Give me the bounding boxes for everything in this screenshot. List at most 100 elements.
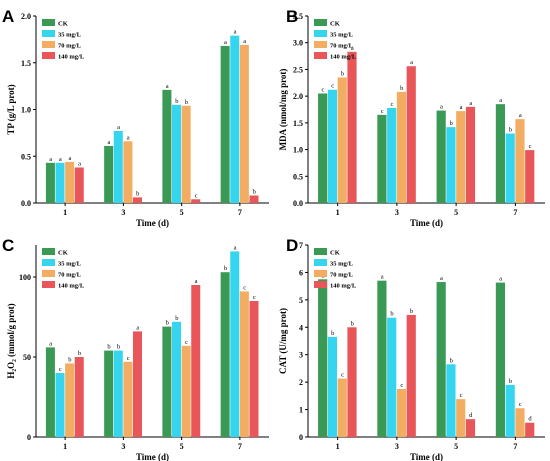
panel-c-sig-label: b (107, 344, 110, 351)
panel-b-legend-swatch (314, 52, 327, 59)
panel-c-sig-label: b (166, 320, 169, 327)
panel-d-x-tick-label: 7 (513, 442, 517, 451)
panel-c-legend-swatch (42, 281, 55, 288)
panel-d-bar (505, 384, 515, 437)
panel-d-sig-label: b (331, 330, 334, 337)
panel-b-sig-label: c (331, 83, 334, 90)
panel-a-bar (230, 35, 240, 203)
panel-a-sig-label: a (166, 83, 169, 90)
panel-d-bar (337, 378, 347, 437)
panel-b-x-tick-label: 1 (336, 208, 340, 217)
panel-b-y-label: MDA (nmol/mg prot) (278, 69, 288, 151)
panel-b-bar (337, 77, 347, 203)
panel-b-x-tick-label: 3 (395, 208, 399, 217)
panel-c-legend-label: 35 mg/L (58, 261, 82, 268)
panel-c-bar (65, 363, 75, 437)
panel-d-bar (318, 279, 328, 437)
panel-d-y-tick-label: 7 (299, 241, 303, 250)
panel-c-y-tick-label: 0 (27, 433, 31, 442)
panel-a-sig-label: a (224, 39, 227, 46)
panel-a-sig-label: b (136, 190, 139, 197)
panel-d-x-label: Time (d) (410, 452, 443, 461)
panel-a-sig-label: b (175, 98, 178, 105)
panel-a-legend-swatch (42, 41, 55, 48)
panel-a-sig-label: a (108, 139, 111, 146)
panel-b-sig-label: b (509, 127, 512, 134)
panel-c-sig-label: b (117, 344, 120, 351)
panel-b-bar (436, 110, 446, 203)
panel-b-letter: B (286, 7, 298, 26)
panel-d-legend-label: 70 mg/L (330, 272, 354, 279)
panel-c-legend-swatch (42, 270, 55, 277)
panel-d-sig-label: d (469, 412, 473, 419)
panel-d-sig-label: c (460, 392, 463, 399)
panel-a-sig-label: a (78, 160, 81, 167)
panel-a-bar (132, 197, 142, 203)
panel-d-sig-label: c (400, 382, 403, 389)
panel-d-sig-label: b (450, 357, 453, 364)
panel-d-legend-label: 35 mg/L (330, 261, 354, 268)
panel-d-sig-label: c (341, 372, 344, 379)
panel-c-bar (123, 361, 133, 437)
panel-a-bar (239, 44, 249, 203)
panel-b-bar (318, 93, 328, 203)
panel-b-legend-swatch (314, 19, 327, 26)
panel-b-y-tick-label: 3.0 (293, 39, 303, 48)
panel-a-sig-label: b (185, 99, 188, 106)
panel-a-x-tick-label: 7 (238, 208, 242, 217)
panel-a-sig-label: a (117, 124, 120, 131)
panel-c-bar (74, 357, 84, 437)
panel-c-legend-label: 70 mg/L (58, 272, 82, 279)
panel-c-legend-swatch (42, 248, 55, 255)
panel-d-sig-label: b (509, 378, 512, 385)
panel-a-sig-label: a (234, 29, 237, 36)
panel-a-sig-label: a (59, 156, 62, 163)
panel-d-y-tick-label: 6 (299, 268, 303, 277)
panel-b-legend-label: 140 mg/L (330, 54, 357, 61)
panel-b-x-tick-label: 7 (513, 208, 517, 217)
panel-d-letter: D (286, 236, 298, 255)
panel-c-x-tick-label: 3 (121, 442, 125, 451)
panel-c-sig-label: b (224, 265, 227, 272)
panel-c-letter: C (2, 236, 14, 255)
panel-b-bar (505, 133, 515, 203)
panel-d-legend-swatch (314, 248, 327, 255)
panel-c-legend-label: CK (58, 250, 68, 257)
panel-b-sig-label: a (460, 104, 463, 111)
panel-c-sig-label: c (127, 355, 130, 362)
panel-b-bar (495, 104, 505, 203)
panel-d-bar (327, 336, 338, 437)
panel-c-x-label: Time (d) (136, 452, 169, 461)
panel-b-sig-label: a (351, 45, 354, 52)
panel-d-sig-label: b (390, 311, 393, 318)
panel-b-bar (456, 111, 466, 203)
panel-c-legend-swatch (42, 259, 55, 266)
panel-c-bar (249, 301, 259, 437)
panel-d-y-tick-label: 5 (299, 296, 303, 305)
panel-d-bar (495, 282, 505, 437)
panel-c-y-tick-label: 100 (19, 273, 31, 282)
panel-c-bar (220, 272, 230, 437)
panel-a-bar (162, 89, 172, 203)
panel-a-bar (55, 162, 65, 203)
panel-a-y-tick-label: 0.0 (21, 199, 31, 208)
panel-c-bar (104, 350, 114, 437)
panel-b-legend-label: CK (330, 21, 340, 28)
panel-c-bar (132, 331, 142, 437)
panel-a-sig-label: a (68, 155, 71, 162)
panel-b-sig-label: b (450, 120, 453, 127)
panel-c-bar (239, 291, 249, 437)
panel-a-bar (113, 131, 123, 203)
panel-a-y-tick-label: 1.0 (21, 106, 31, 115)
panel-b-bar (396, 91, 407, 203)
panel-d-bar (525, 422, 535, 437)
panel-a-bar (249, 195, 259, 203)
panel-b-bar (515, 119, 525, 203)
panel-b-sig-label: a (519, 112, 522, 119)
panel-d-y-tick-label: 0 (299, 433, 303, 442)
panel-c-legend-label: 140 mg/L (58, 283, 85, 290)
panel-b-sig-label: b (400, 85, 403, 92)
panel-c-sig-label: c (59, 366, 62, 373)
panel-b-sig-label: a (440, 104, 443, 111)
